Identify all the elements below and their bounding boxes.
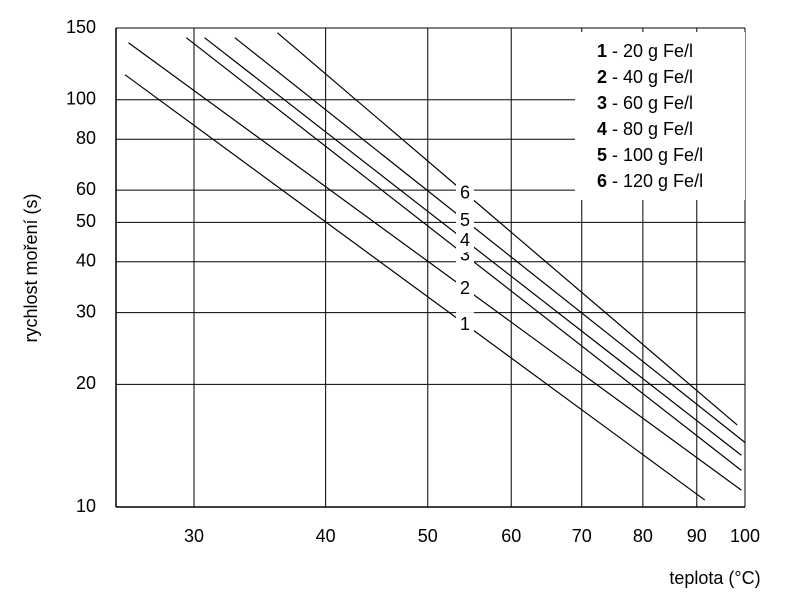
y-tick-label: 20 — [76, 373, 96, 393]
y-tick-label: 30 — [76, 301, 96, 321]
y-tick-label: 100 — [66, 88, 96, 108]
line-label: 6 — [460, 183, 470, 203]
line-label: 2 — [460, 278, 470, 298]
line-label: 5 — [460, 210, 470, 230]
line-label-bg — [456, 312, 474, 337]
legend-entry: 1 - 20 g Fe/l — [597, 41, 693, 61]
series-line — [277, 32, 738, 426]
line-label-bg — [456, 180, 474, 205]
x-tick-label: 50 — [418, 526, 438, 546]
y-tick-label: 10 — [76, 496, 96, 516]
legend-entry: 2 - 40 g Fe/l — [597, 67, 693, 87]
x-tick-label: 70 — [572, 526, 592, 546]
line-label-bg — [456, 208, 474, 233]
y-tick-label: 60 — [76, 179, 96, 199]
line-label-bg — [456, 276, 474, 301]
x-tick-label: 30 — [184, 526, 204, 546]
line-label: 1 — [460, 314, 470, 334]
x-tick-label: 90 — [687, 526, 707, 546]
line-label: 3 — [460, 245, 470, 265]
x-axis-label: teplota (°C) — [669, 568, 760, 588]
series-line — [128, 42, 742, 491]
x-tick-label: 100 — [730, 526, 760, 546]
legend-box — [575, 32, 745, 200]
y-axis-label: rychlost moření (s) — [21, 193, 41, 342]
series-line — [124, 74, 706, 501]
x-tick-label: 80 — [633, 526, 653, 546]
y-tick-label: 150 — [66, 17, 96, 37]
line-label: 4 — [460, 230, 470, 250]
series-line — [234, 37, 746, 443]
line-label-bg — [456, 228, 474, 253]
y-tick-label: 80 — [76, 128, 96, 148]
legend-entry: 6 - 120 g Fe/l — [597, 171, 703, 191]
legend-entry: 3 - 60 g Fe/l — [597, 93, 693, 113]
y-tick-label: 50 — [76, 211, 96, 231]
legend-entry: 4 - 80 g Fe/l — [597, 119, 693, 139]
x-tick-label: 60 — [501, 526, 521, 546]
legend-entry: 5 - 100 g Fe/l — [597, 145, 703, 165]
y-tick-label: 40 — [76, 251, 96, 271]
x-tick-label: 40 — [316, 526, 336, 546]
